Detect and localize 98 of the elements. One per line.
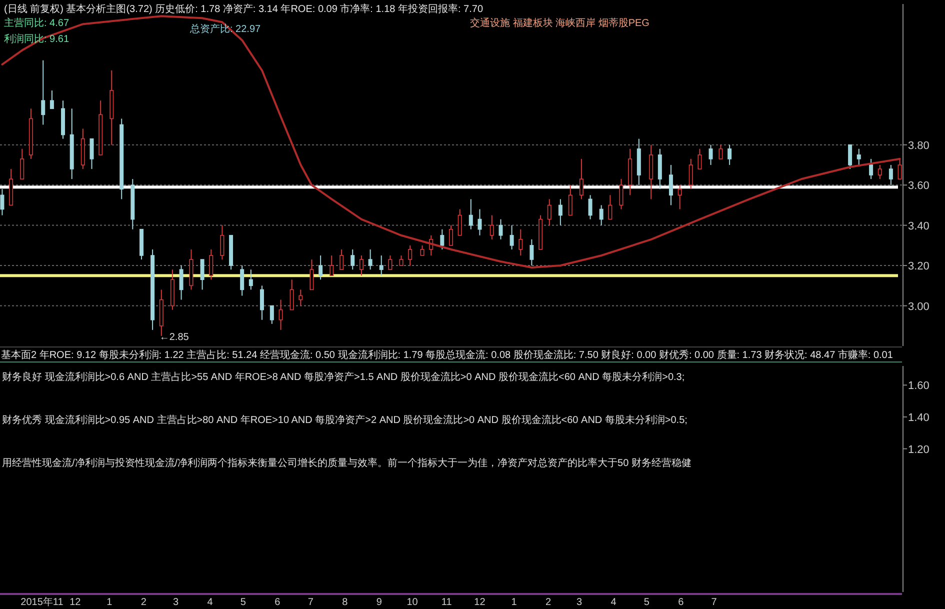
candlestick (290, 279, 294, 310)
candlestick (547, 198, 552, 226)
candlestick (518, 228, 523, 256)
x-tick-label: 7 (711, 597, 718, 608)
candlestick (568, 184, 572, 216)
candlestick (688, 158, 693, 190)
candlestick (41, 60, 46, 126)
candlestick (209, 248, 214, 280)
candlestick (50, 90, 54, 110)
candlestick (718, 144, 723, 160)
y-tick-label: 1.40 (908, 412, 930, 424)
x-tick-label: 1 (511, 597, 518, 608)
chart-title: (日线 前复权) 基本分析主图(3.72) 历史低价: 1.78 净资产: 3.14 年ROE: 0.09 市净率: 1.18 年投资回报率: 7.70 (4, 3, 484, 15)
x-tick-label: 2015年11 (20, 596, 64, 608)
candlestick (330, 254, 334, 276)
candlestick (510, 224, 514, 250)
candlestick (490, 214, 494, 240)
candlestick (588, 194, 592, 220)
candlestick (379, 254, 384, 276)
candlestick (20, 148, 24, 180)
annotation: 主营同比: 4.67 (4, 17, 70, 29)
y-tick-label: 3.00 (908, 300, 930, 313)
candlestick (399, 254, 404, 266)
candlestick (728, 144, 732, 166)
annotation: 交通设施 福建板块 海峡西岸 烟蒂股PEG (470, 17, 650, 29)
candlestick (260, 285, 264, 320)
x-tick-label: 2 (545, 597, 552, 608)
annotation: 财务良好 现金流利润比>0.6 AND 主营占比>55 AND 年ROE>8 AND 每股净资产>1.5 AND 股价现金流比>0 AND 股价现金流比<60 AND 每股未分利润>0.3; (2, 371, 685, 383)
x-tick-label: 12 (70, 597, 82, 608)
candlestick (878, 164, 882, 180)
x-tick-label: 10 (406, 597, 418, 608)
x-tick-label: 3 (172, 597, 179, 608)
x-tick-label: 8 (342, 597, 348, 608)
candlestick (440, 228, 444, 250)
candlestick (856, 148, 861, 166)
candlestick (240, 265, 244, 296)
candlestick (420, 244, 424, 256)
x-tick-label: 7 (308, 597, 314, 608)
candlestick (449, 224, 453, 246)
candlestick (298, 289, 303, 306)
x-tick-label: 1 (106, 597, 113, 608)
candlestick (458, 208, 462, 236)
candlestick (698, 148, 702, 170)
candlestick (599, 204, 604, 226)
candlestick (898, 158, 902, 180)
candlestick (350, 248, 355, 270)
candlestick (468, 198, 473, 230)
candlestick (340, 248, 344, 270)
candlestick (359, 254, 364, 276)
candlestick (200, 258, 204, 290)
candlestick (179, 265, 184, 300)
x-tick-label: 11 (441, 597, 452, 608)
x-tick-label: 6 (274, 597, 281, 608)
candlestick (608, 194, 612, 220)
line-series (1, 15, 901, 268)
candlestick (869, 158, 874, 180)
y-tick-label: 3.60 (908, 180, 930, 192)
candlestick (270, 305, 274, 324)
candlestick (278, 299, 283, 330)
candlestick (388, 254, 392, 270)
x-tick-label: 6 (678, 597, 684, 608)
y-tick-label: 3.40 (908, 220, 930, 232)
candlestick (408, 244, 412, 266)
x-tick-label: 9 (376, 597, 382, 608)
candlestick (619, 178, 624, 210)
annotation: 总资产比: 22.97 (189, 23, 262, 35)
y-tick-label: 1.20 (908, 444, 930, 456)
candlestick (310, 258, 314, 290)
candlestick (708, 144, 713, 166)
candlestick (848, 144, 852, 170)
x-tick-label: 4 (207, 597, 214, 608)
candlestick (498, 218, 503, 240)
x-tick-label: 5 (240, 597, 246, 608)
candlestick (248, 269, 253, 290)
y-tick-label: 3.80 (908, 140, 930, 152)
candlestick (668, 164, 673, 206)
candlestick (368, 248, 372, 270)
annotation: 用经营性现金流/净利润与投资性现金流/净利润两个指标来衡量公司增长的质量与效率。前一个指标大于一为佳，净资产对总资产的比率大于50 财务经营稳健 (2, 457, 692, 469)
candlestick (558, 198, 562, 226)
candlestick (579, 158, 584, 200)
annotation: ←2.85 (159, 332, 190, 343)
x-tick-label: 4 (610, 597, 617, 608)
candlestick (0, 188, 4, 216)
x-tick-label: 5 (644, 597, 650, 608)
x-tick-label: 12 (474, 597, 486, 608)
candlestick (530, 238, 534, 266)
y-tick-label: 1.60 (908, 380, 930, 392)
candlestick (678, 184, 682, 210)
candlestick (220, 224, 224, 260)
candlestick (478, 208, 482, 236)
candlestick (888, 164, 893, 186)
y-tick-label: 3.20 (908, 260, 930, 273)
candlestick (90, 138, 94, 170)
chart-title: 基本面2 年ROE: 9.12 每股未分利润: 1.22 主营占比: 51.24 经营现金流: 0.50 现金流利润比: 1.79 每股总现金流: 0.08 股价现金流比: 7.50 财良好: 0.00 财优秀: 0.00 质量: 1.73 财务状况: 48.47 市赚率: 0.01 (1, 349, 894, 361)
candlestick (318, 254, 323, 280)
x-tick-label: 2 (140, 597, 147, 608)
x-tick-label: 3 (576, 597, 582, 608)
annotation: 财务优秀 现金流利润比>0.95 AND 主营占比>80 AND 年ROE>10 AND 每股净资产>2 AND 股价现金流比>0 AND 股价现金流比<60 AND 每股未分利润>0.5; (2, 414, 688, 426)
